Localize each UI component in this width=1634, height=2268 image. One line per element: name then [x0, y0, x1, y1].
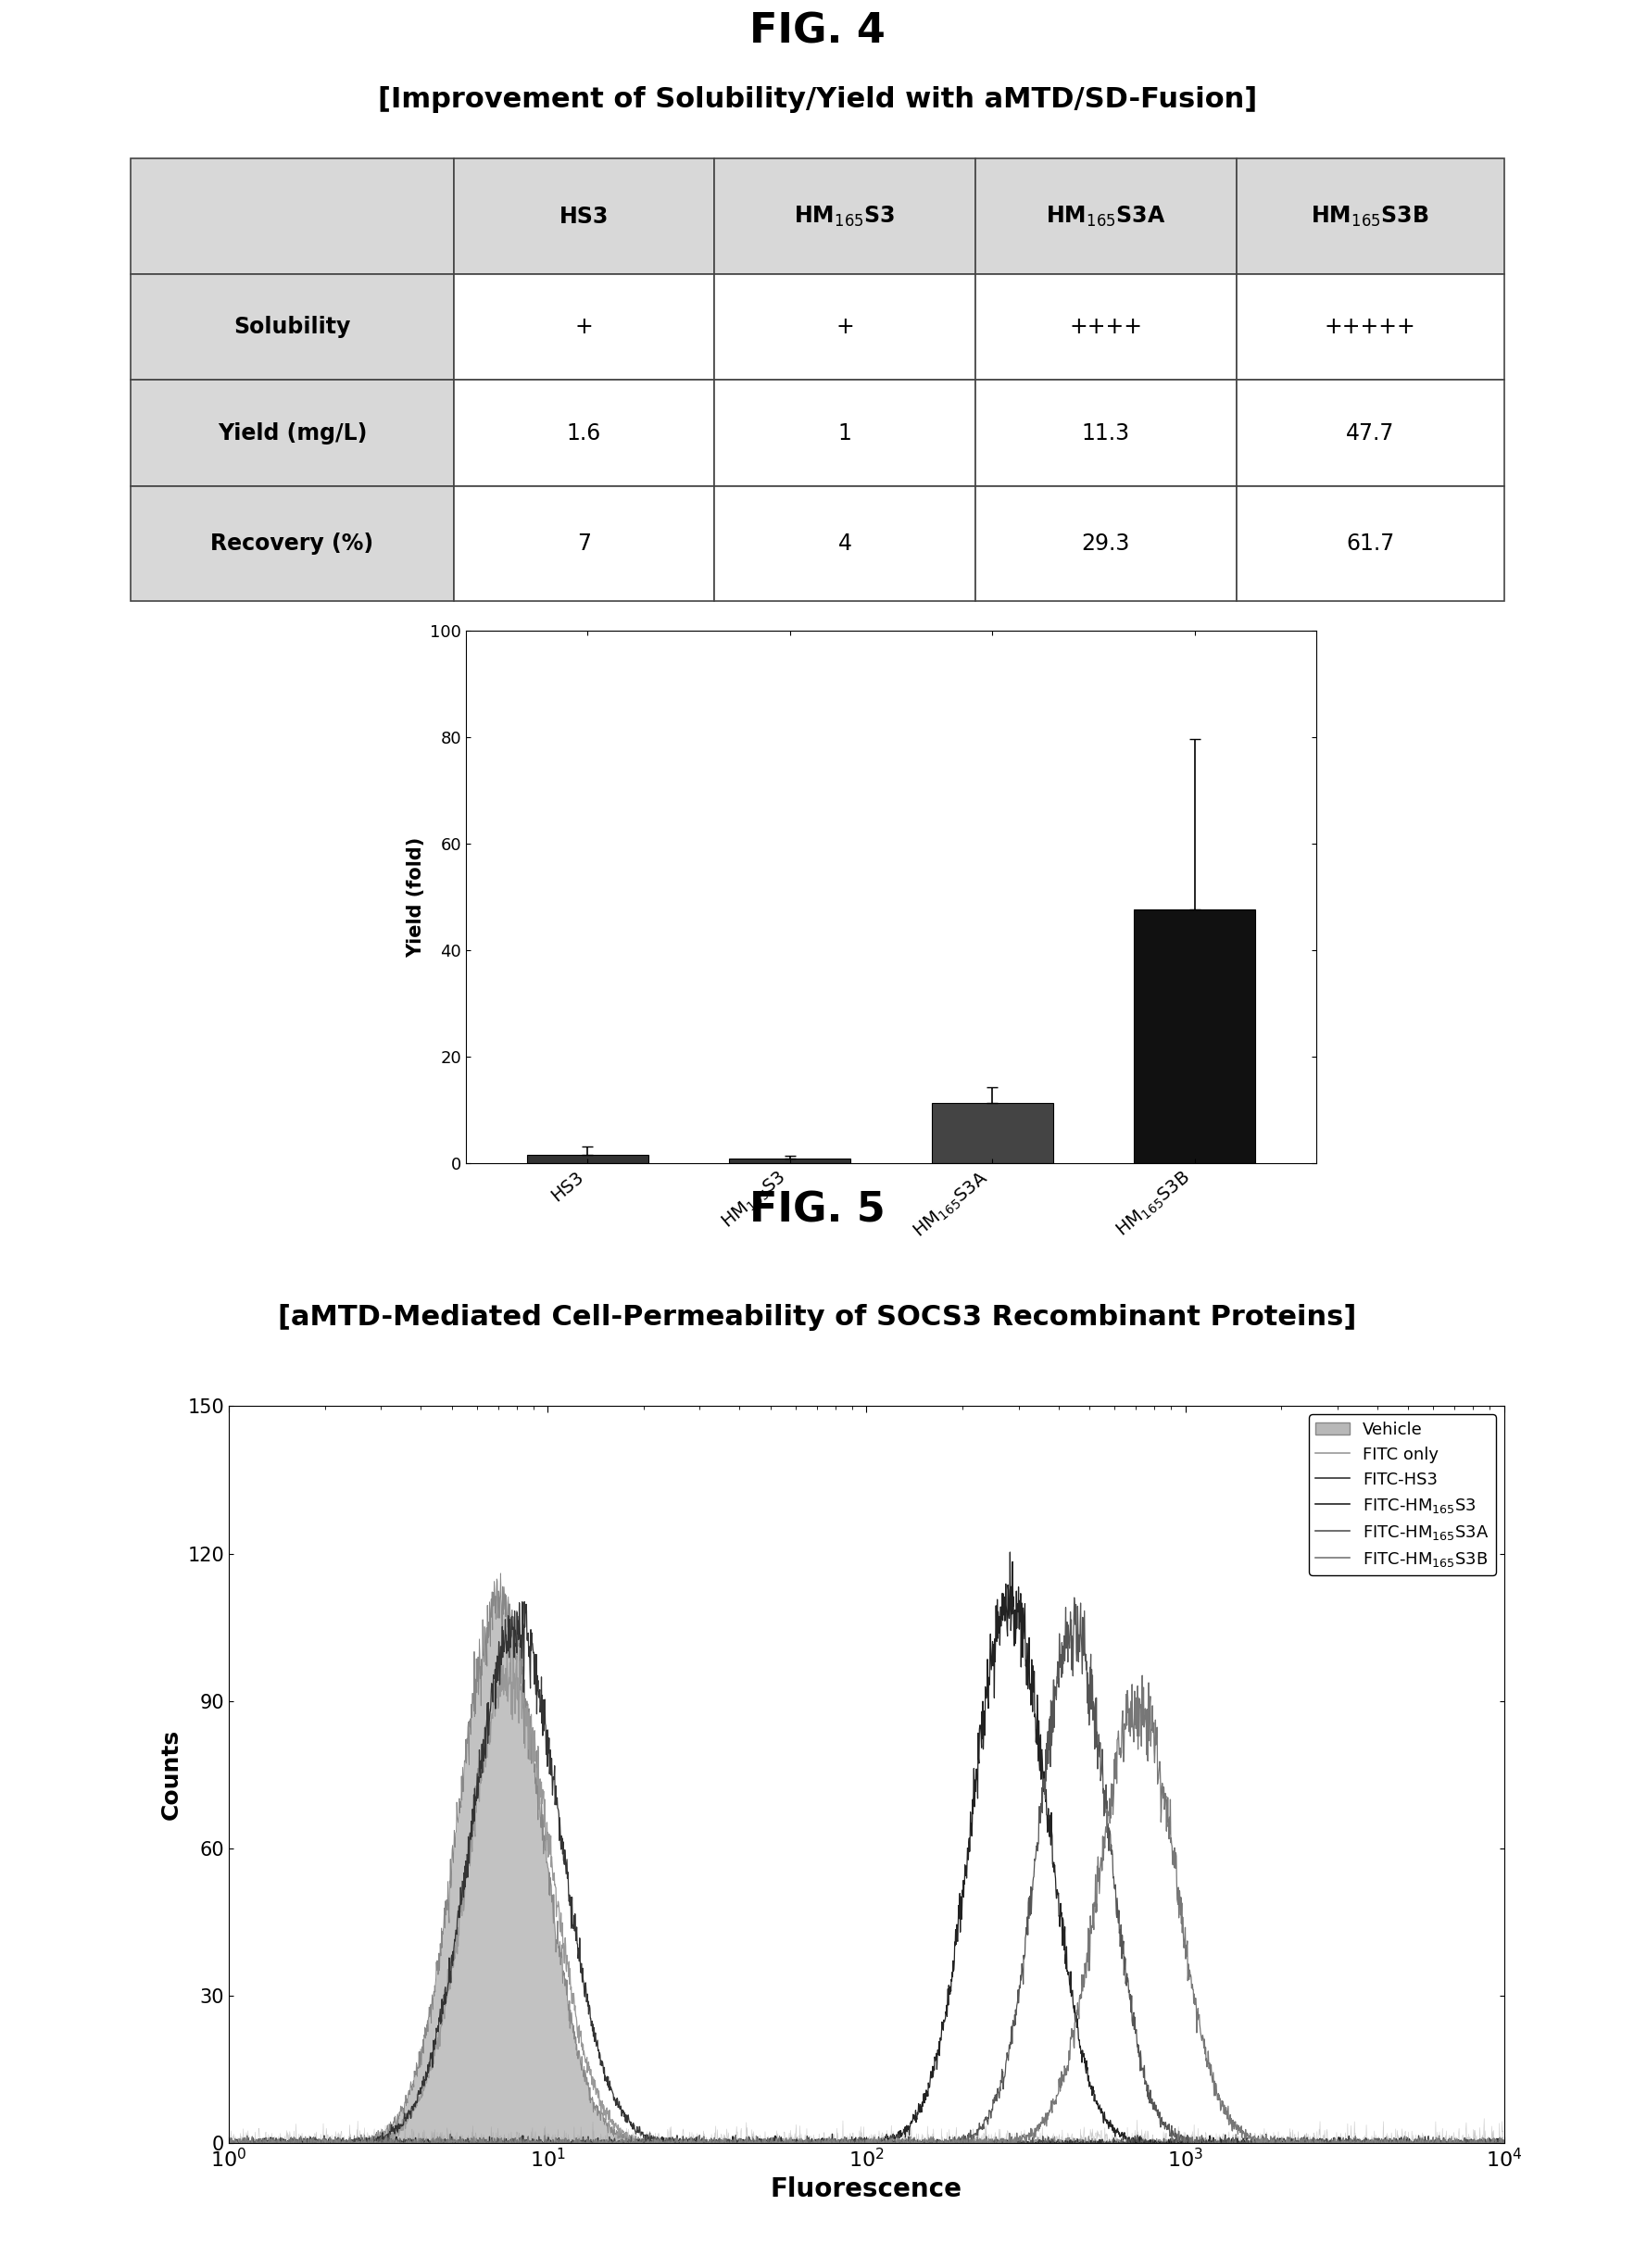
Text: Recovery (%): Recovery (%)	[211, 533, 374, 556]
Bar	[975, 159, 1235, 274]
Bar	[975, 381, 1235, 485]
Text: [Improvement of Solubility/Yield with aMTD/SD-Fusion]: [Improvement of Solubility/Yield with aM…	[377, 86, 1257, 113]
Bar	[714, 274, 975, 381]
Text: HM$_{165}$S3A: HM$_{165}$S3A	[1046, 204, 1165, 229]
Text: 47.7: 47.7	[1345, 422, 1394, 445]
Bar	[975, 274, 1235, 381]
Text: 11.3: 11.3	[1082, 422, 1129, 445]
Bar	[1134, 909, 1255, 1163]
Bar	[1235, 485, 1503, 601]
Text: HM$_{165}$S3: HM$_{165}$S3	[794, 204, 895, 229]
Bar	[729, 1159, 850, 1163]
Text: Solubility: Solubility	[234, 315, 351, 338]
Bar	[131, 381, 453, 485]
Bar	[1235, 381, 1503, 485]
Y-axis label: Counts: Counts	[160, 1728, 183, 1821]
Bar	[131, 485, 453, 601]
Bar	[931, 1102, 1052, 1163]
Y-axis label: Yield (fold): Yield (fold)	[407, 837, 425, 957]
Bar	[453, 159, 714, 274]
X-axis label: Fluorescence: Fluorescence	[770, 2177, 962, 2202]
Text: HM$_{165}$S3B: HM$_{165}$S3B	[1310, 204, 1428, 229]
Text: FIG. 4: FIG. 4	[748, 11, 886, 52]
Text: +: +	[575, 315, 593, 338]
Bar	[714, 159, 975, 274]
Text: +: +	[835, 315, 853, 338]
Bar	[453, 381, 714, 485]
Text: [aMTD-Mediated Cell-Permeability of SOCS3 Recombinant Proteins]: [aMTD-Mediated Cell-Permeability of SOCS…	[278, 1304, 1356, 1331]
Bar	[453, 274, 714, 381]
Text: 61.7: 61.7	[1345, 533, 1394, 556]
Bar	[453, 485, 714, 601]
Bar	[131, 274, 453, 381]
Bar	[714, 381, 975, 485]
Text: +++++: +++++	[1324, 315, 1415, 338]
Text: FIG. 5: FIG. 5	[748, 1191, 886, 1229]
Legend: Vehicle, FITC only, FITC-HS3, FITC-HM$_{165}$S3, FITC-HM$_{165}$S3A, FITC-HM$_{1: Vehicle, FITC only, FITC-HS3, FITC-HM$_{…	[1309, 1415, 1495, 1576]
Text: Yield (mg/L): Yield (mg/L)	[217, 422, 366, 445]
Bar	[1235, 274, 1503, 381]
Bar	[1235, 159, 1503, 274]
Text: HS3: HS3	[559, 204, 608, 227]
Text: 7: 7	[577, 533, 590, 556]
Text: 1: 1	[838, 422, 851, 445]
Text: ++++: ++++	[1069, 315, 1142, 338]
Text: 1.6: 1.6	[567, 422, 601, 445]
Bar	[714, 485, 975, 601]
Text: 4: 4	[838, 533, 851, 556]
Bar	[975, 485, 1235, 601]
Text: 29.3: 29.3	[1082, 533, 1129, 556]
Bar	[526, 1154, 647, 1163]
Bar	[131, 159, 453, 274]
